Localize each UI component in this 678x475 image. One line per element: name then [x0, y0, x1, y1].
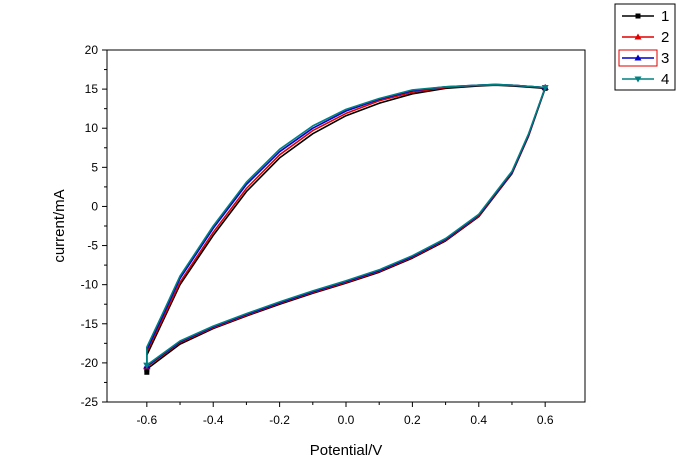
x-tick-label: 0.6: [537, 413, 554, 427]
x-axis: -0.6 -0.4 -0.2 0.0 0.2 0.4 0.6: [136, 402, 554, 427]
data-point: [143, 362, 151, 369]
legend-marker: [635, 13, 641, 19]
legend-highlight-box: [618, 49, 658, 67]
plot-area: [106, 49, 586, 403]
legend-label: 3: [661, 50, 669, 67]
y-tick-label: -5: [87, 239, 98, 253]
y-axis: -25 -20 -15 -10 -5 0 5 10 15 20: [81, 43, 107, 409]
legend-marker: [634, 76, 642, 83]
y-tick-label: 5: [91, 160, 98, 174]
y-tick-label: 0: [91, 199, 98, 213]
legend-entry-2: 2: [622, 29, 669, 46]
y-tick-label: -15: [81, 317, 99, 331]
legend-label: 2: [661, 29, 669, 46]
y-tick-label: -20: [81, 356, 99, 370]
y-tick-label: 15: [85, 82, 99, 96]
x-tick-label: -0.6: [136, 413, 157, 427]
data-point: [541, 85, 549, 92]
legend-label: 4: [661, 71, 669, 88]
x-tick-label: 0.2: [404, 413, 421, 427]
x-tick-label: -0.2: [269, 413, 290, 427]
y-tick-label: 20: [85, 43, 99, 57]
x-tick-label: 0.4: [470, 413, 487, 427]
y-axis-title: current/mA: [51, 189, 68, 262]
x-tick-label: -0.4: [203, 413, 224, 427]
series-line-4: [146, 83, 547, 366]
legend-box: [614, 3, 676, 91]
legend-marker: [634, 54, 642, 61]
y-tick-label: -25: [81, 395, 99, 409]
series-4: [143, 83, 549, 369]
legend-entry-4: 4: [622, 71, 669, 88]
data-point: [144, 369, 150, 375]
legend-entry-1: 1: [622, 8, 669, 25]
x-axis-title: Potential/V: [310, 442, 383, 459]
legend-entry-3: 3: [618, 49, 669, 67]
legend: 1 2 3 4: [614, 3, 676, 91]
x-tick-label: 0.0: [338, 413, 355, 427]
y-tick-label: 10: [85, 121, 99, 135]
y-tick-label: -10: [81, 278, 99, 292]
series-layer: [143, 83, 549, 375]
legend-label: 1: [661, 8, 669, 25]
legend-marker: [634, 33, 642, 40]
